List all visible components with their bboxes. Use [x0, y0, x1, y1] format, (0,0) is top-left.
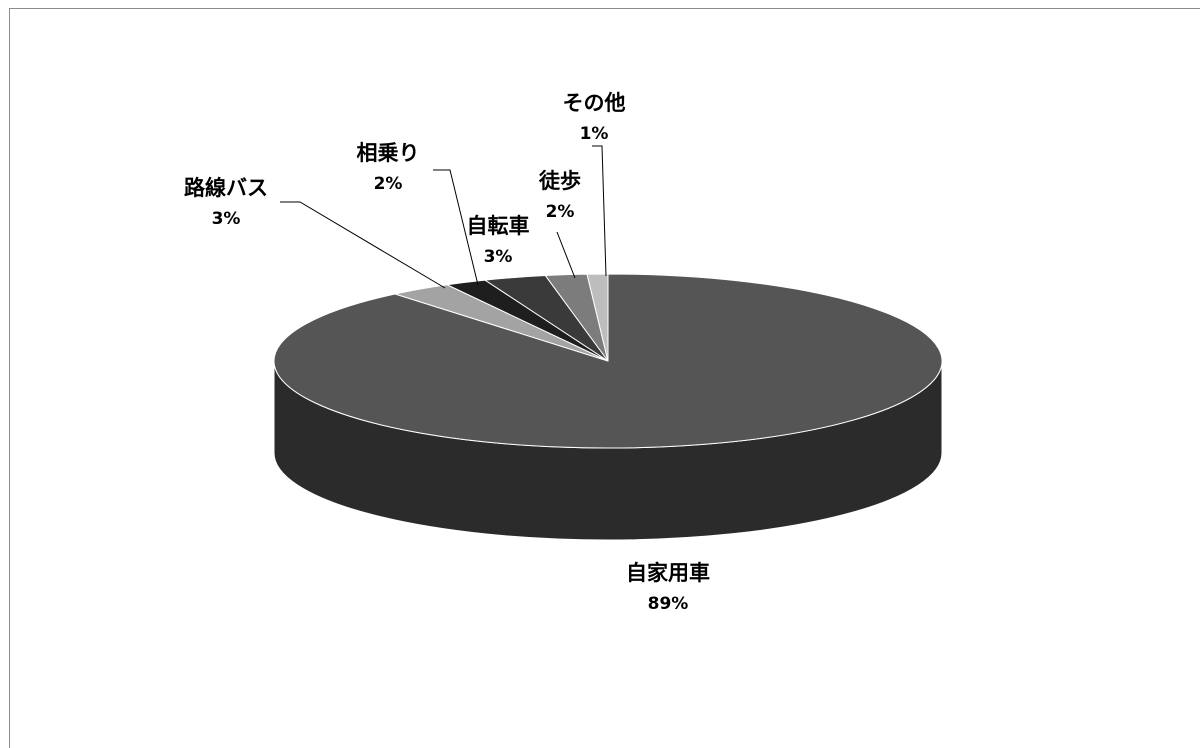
- pie-chart: 自家用車 89% 路線バス 3% 相乗り 2% 自転車 3% 徒歩 2% その他…: [184, 91, 943, 614]
- slice-label-name: その他: [563, 91, 626, 115]
- slice-label-name: 自家用車: [626, 561, 710, 585]
- label-bicycle: 自転車 3%: [467, 214, 530, 267]
- label-carpool: 相乗り 2%: [357, 141, 420, 194]
- slice-label-name: 徒歩: [538, 169, 581, 193]
- pie-slice-other: [586, 273, 609, 362]
- slice-label-value: 3%: [484, 247, 513, 267]
- slice-label-name: 路線バス: [184, 176, 268, 200]
- leader-line-bus: [280, 201, 446, 289]
- slice-label-name: 自転車: [467, 214, 530, 238]
- chart-frame: [9, 8, 1200, 748]
- pie-top: [273, 273, 943, 449]
- leader-lines: [280, 145, 607, 289]
- slice-label-value: 3%: [212, 209, 241, 229]
- slice-label-value: 2%: [374, 174, 403, 194]
- slice-label-value: 89%: [648, 594, 689, 614]
- label-car: 自家用車 89%: [626, 561, 710, 614]
- slice-label-value: 2%: [546, 202, 575, 222]
- label-walk: 徒歩 2%: [538, 169, 581, 222]
- slice-label-name: 相乗り: [357, 141, 420, 165]
- label-other: その他 1%: [563, 91, 626, 144]
- leader-line-walk: [556, 231, 576, 279]
- slice-label-value: 1%: [580, 124, 609, 144]
- leader-line-carpool: [433, 169, 479, 286]
- leader-line-other: [592, 145, 607, 277]
- label-bus: 路線バス 3%: [184, 176, 268, 229]
